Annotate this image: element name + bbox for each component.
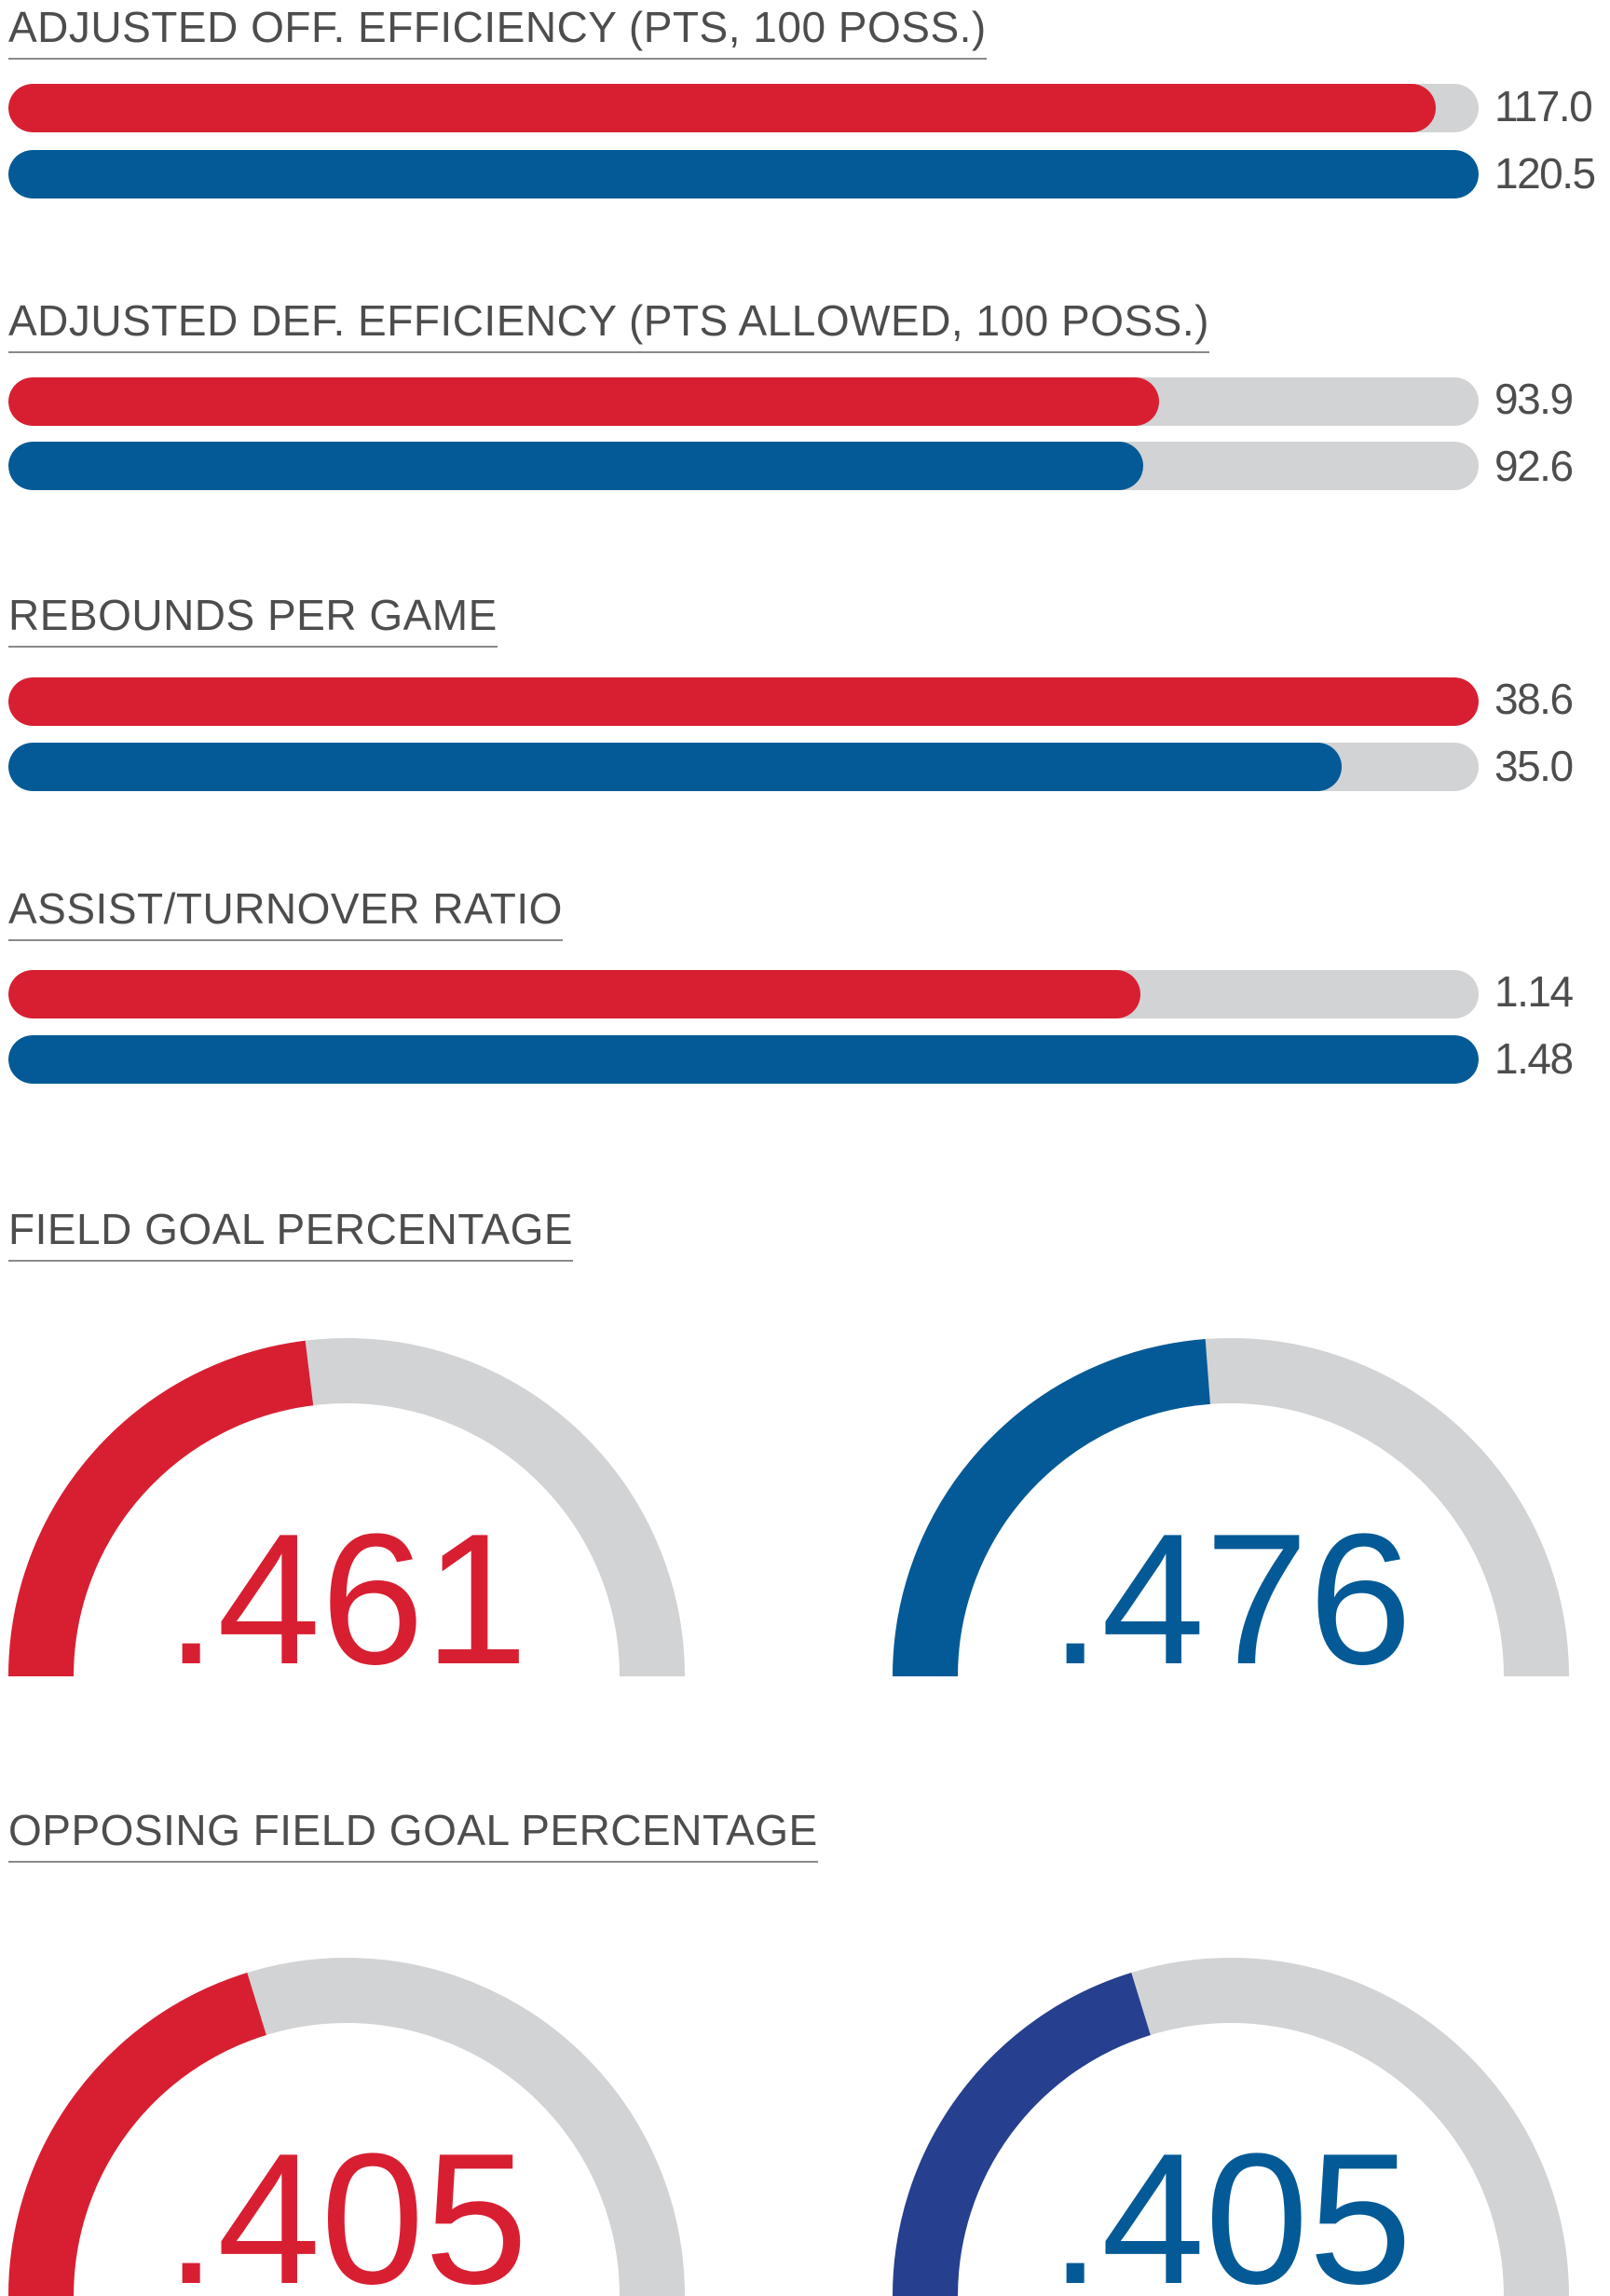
- fg-pct-red-value: .461: [165, 1496, 527, 1703]
- opp-fg-pct-title: OPPOSING FIELD GOAL PERCENTAGE: [8, 1805, 818, 1863]
- def-efficiency-blue-bar: [8, 442, 1143, 490]
- off-efficiency-red-bar: [8, 84, 1436, 132]
- fg-pct-title: FIELD GOAL PERCENTAGE: [8, 1204, 573, 1262]
- ast-to-red-value: 1.14: [1494, 967, 1573, 1016]
- rebounds-blue-track: [8, 743, 1479, 791]
- opp-fg-pct-red-gauge: .405: [8, 1952, 685, 2296]
- def-efficiency-red-bar: [8, 377, 1159, 426]
- opp-fg-pct-blue-gauge: .405: [893, 1952, 1569, 2296]
- rebounds-title: REBOUNDS PER GAME: [8, 590, 498, 648]
- def-efficiency-red-track: [8, 377, 1479, 426]
- ast-to-blue-bar: [8, 1035, 1479, 1084]
- rebounds-red-value: 38.6: [1494, 675, 1573, 723]
- ast-to-blue-value: 1.48: [1494, 1034, 1573, 1083]
- def-efficiency-blue-track: [8, 442, 1479, 490]
- off-efficiency-red-value: 117.0: [1494, 82, 1591, 130]
- opp-fg-pct-red-value: .405: [165, 2115, 527, 2296]
- off-efficiency-red-track: [8, 84, 1479, 132]
- off-efficiency-blue-bar: [8, 150, 1479, 198]
- opp-fg-pct-blue-value: .405: [1049, 2115, 1412, 2296]
- rebounds-blue-bar: [8, 743, 1342, 791]
- fg-pct-red-gauge: .461: [8, 1332, 685, 1676]
- ast-to-blue-track: [8, 1035, 1479, 1084]
- rebounds-red-track: [8, 677, 1479, 726]
- off-efficiency-blue-value: 120.5: [1494, 149, 1595, 198]
- fg-pct-blue-value: .476: [1049, 1496, 1412, 1703]
- rebounds-red-bar: [8, 677, 1479, 726]
- off-efficiency-title: ADJUSTED OFF. EFFICIENCY (PTS, 100 POSS.…: [8, 2, 987, 60]
- def-efficiency-red-value: 93.9: [1494, 375, 1573, 423]
- def-efficiency-title: ADJUSTED DEF. EFFICIENCY (PTS ALLOWED, 1…: [8, 295, 1209, 353]
- off-efficiency-blue-track: [8, 150, 1479, 198]
- fg-pct-blue-gauge: .476: [893, 1332, 1569, 1676]
- def-efficiency-blue-value: 92.6: [1494, 442, 1573, 490]
- ast-to-red-track: [8, 970, 1479, 1018]
- ast-to-red-bar: [8, 970, 1140, 1018]
- rebounds-blue-value: 35.0: [1494, 742, 1573, 790]
- ast-to-title: ASSIST/TURNOVER RATIO: [8, 883, 563, 941]
